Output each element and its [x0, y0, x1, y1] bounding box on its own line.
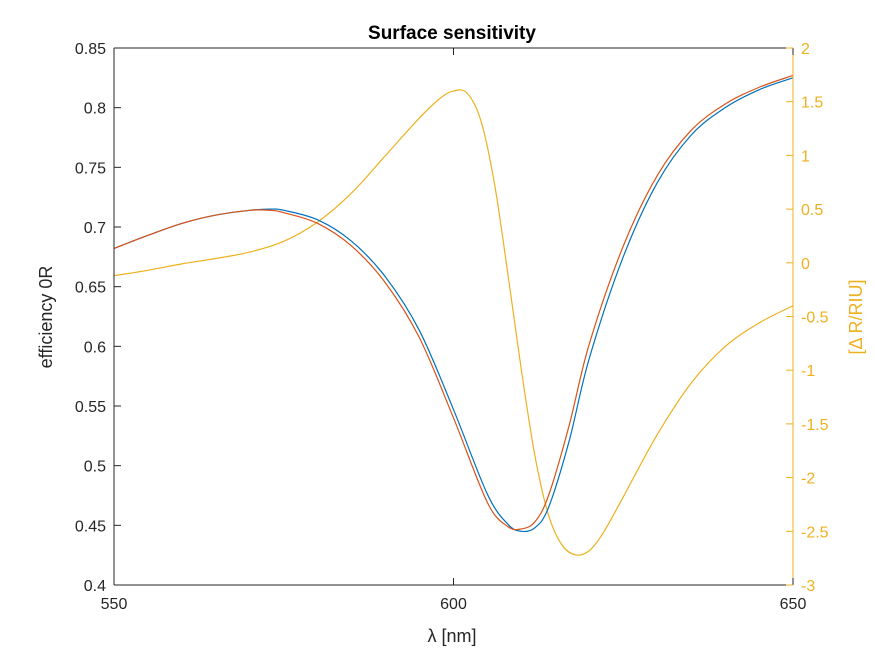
series-layer	[113, 74, 794, 556]
y-axis-right-title: [Δ R/RIU]	[846, 279, 866, 354]
plot-background	[114, 48, 793, 585]
y-right-tick-label: -3	[801, 578, 815, 595]
plot-area	[114, 48, 793, 585]
y-left-tick-label: 0.6	[84, 339, 106, 356]
series-line-1	[113, 74, 794, 531]
y-left-tick-label: 0.75	[75, 160, 106, 177]
series-line-2	[113, 89, 794, 556]
y-left-tick-label: 0.7	[84, 220, 106, 237]
y-right-tick-label: -2.5	[801, 524, 829, 541]
y-left-tick-label: 0.8	[84, 101, 106, 118]
ticks-layer: 550 600 650 0.4 0.45 0.5 0.55 0.6 0.65 0.7 0.75 0.8…	[75, 41, 829, 613]
x-tick-label: 650	[780, 596, 807, 613]
y-right-tick-label: -1	[801, 363, 815, 380]
x-tick-label: 550	[101, 596, 128, 613]
y-left-tick-label: 0.65	[75, 280, 106, 297]
y-axis-left-title: efficiency 0R	[36, 266, 56, 369]
chart-title: Surface sensitivity	[368, 23, 536, 44]
y-right-tick-label: -0.5	[801, 310, 829, 327]
y-left-tick-label: 0.55	[75, 399, 106, 416]
y-left-tick-label: 0.5	[84, 459, 106, 476]
y-right-tick-label: 0.5	[801, 202, 823, 219]
y-right-tick-label: 1	[801, 148, 810, 165]
x-axis-title: λ [nm]	[427, 626, 476, 646]
y-left-tick-label: 0.85	[75, 41, 106, 58]
y-right-tick-label: 2	[801, 41, 810, 58]
y-right-tick-label: -1.5	[801, 417, 829, 434]
x-tick-label: 600	[440, 596, 467, 613]
y-right-tick-label: -2	[801, 471, 815, 488]
y-left-tick-label: 0.4	[84, 578, 106, 595]
y-right-tick-label: 1.5	[801, 95, 823, 112]
y-left-tick-label: 0.45	[75, 518, 106, 535]
y-right-tick-label: 0	[801, 256, 810, 273]
